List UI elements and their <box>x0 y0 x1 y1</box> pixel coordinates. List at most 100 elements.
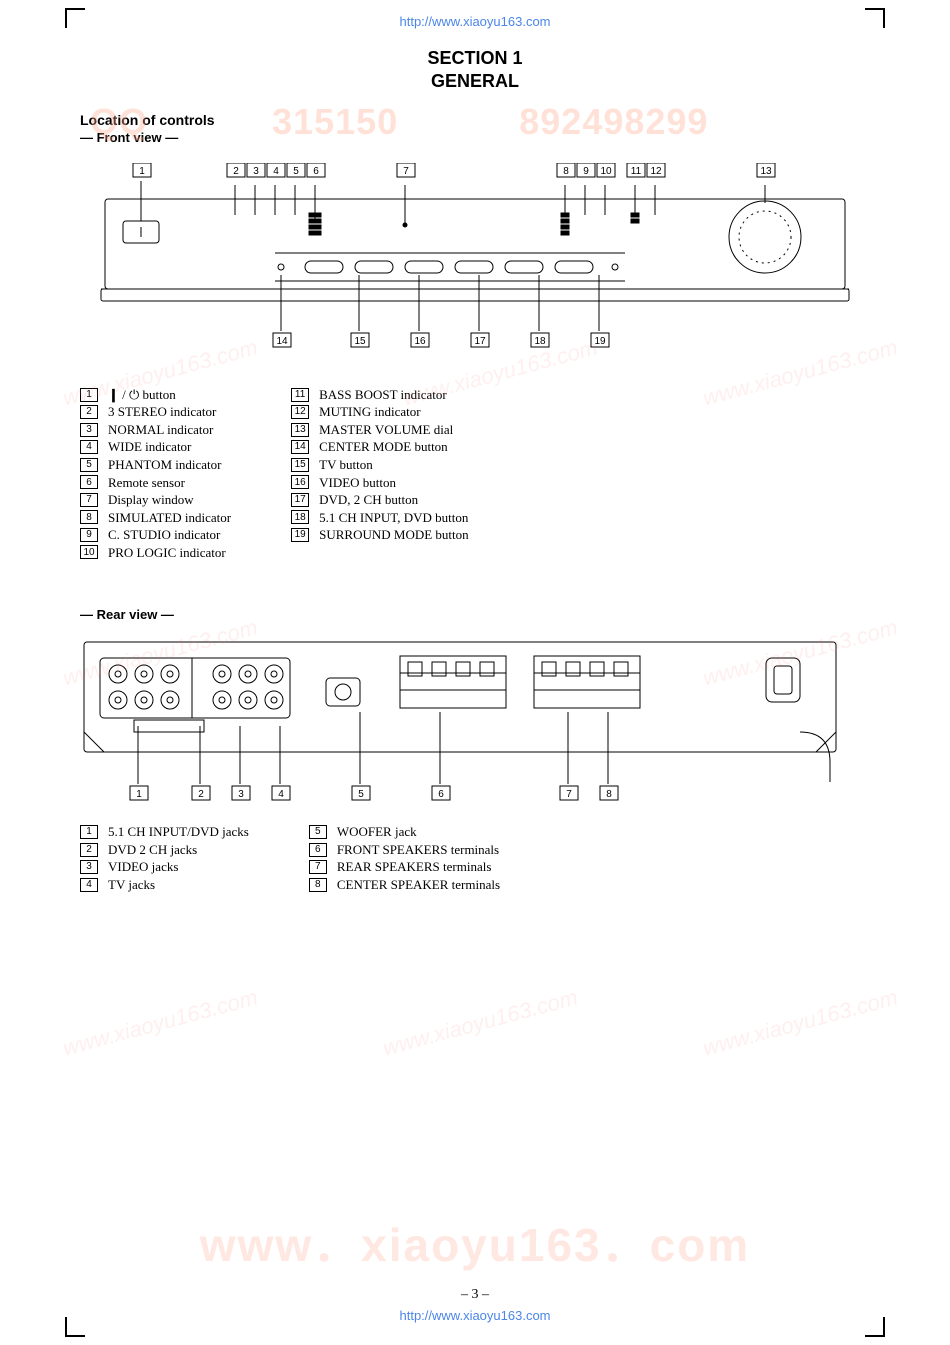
svg-text:1: 1 <box>136 789 142 800</box>
section-line1: SECTION 1 <box>80 47 870 70</box>
svg-text:18: 18 <box>534 336 546 347</box>
legend-row: 15 TV button <box>291 456 469 474</box>
legend-row: 4 TV jacks <box>80 876 249 894</box>
callout-box: 7 <box>80 493 98 507</box>
legend-row: 7 REAR SPEAKERS terminals <box>309 858 500 876</box>
callout-box: 13 <box>291 423 309 437</box>
watermark-pink: www.xiaoyu163.com <box>380 984 580 1061</box>
legend-row: 3 VIDEO jacks <box>80 858 249 876</box>
watermark-pink: www.xiaoyu163.com <box>700 984 900 1061</box>
svg-text:2: 2 <box>233 166 239 177</box>
callout-box: 1 <box>80 825 98 839</box>
legend-text: 5.1 CH INPUT, DVD button <box>319 509 468 527</box>
callout-box: 6 <box>309 843 327 857</box>
svg-text:4: 4 <box>278 789 284 800</box>
legend-row: 14CENTER MODE button <box>291 438 469 456</box>
callout-box: 15 <box>291 458 309 472</box>
section-title: SECTION 1 GENERAL <box>80 47 870 94</box>
callout-box: 10 <box>80 545 98 559</box>
legend-row: 13 MASTER VOLUME dial <box>291 421 469 439</box>
svg-text:9: 9 <box>583 166 589 177</box>
svg-text:12: 12 <box>650 166 662 177</box>
legend-row: 23 STEREO indicator <box>80 403 231 421</box>
callout-box: 4 <box>80 878 98 892</box>
legend-text: PRO LOGIC indicator <box>108 544 226 562</box>
legend-text: WOOFER jack <box>337 823 417 841</box>
legend-row: 3 NORMAL indicator <box>80 421 231 439</box>
legend-text: ❙ / ⏻ button <box>108 386 176 404</box>
rear-view-diagram: 12345678 <box>80 636 840 806</box>
legend-text: FRONT SPEAKERS terminals <box>337 841 499 859</box>
legend-row: 11 BASS BOOST indicator <box>291 386 469 404</box>
svg-text:16: 16 <box>414 336 426 347</box>
svg-text:11: 11 <box>631 166 642 177</box>
legend-row: 1 5.1 CH INPUT/DVD jacks <box>80 823 249 841</box>
callout-box: 3 <box>80 860 98 874</box>
legend-text: Remote sensor <box>108 474 185 492</box>
legend-row: 185.1 CH INPUT, DVD button <box>291 509 469 527</box>
callout-box: 6 <box>80 475 98 489</box>
svg-text:7: 7 <box>403 166 409 177</box>
legend-text: MASTER VOLUME dial <box>319 421 453 439</box>
legend-text: DVD 2 CH jacks <box>108 841 197 859</box>
legend-text: PHANTOM indicator <box>108 456 222 474</box>
legend-row: 9C. STUDIO indicator <box>80 526 231 544</box>
legend-text: REAR SPEAKERS terminals <box>337 858 492 876</box>
callout-box: 12 <box>291 405 309 419</box>
svg-text:19: 19 <box>594 336 606 347</box>
watermark-top: QQ xx 315150 892498299 <box>90 101 708 143</box>
svg-text:15: 15 <box>354 336 366 347</box>
svg-text:8: 8 <box>563 166 569 177</box>
callout-box: 19 <box>291 528 309 542</box>
callout-box: 7 <box>309 860 327 874</box>
front-legend: 1 ❙ / ⏻ button23 STEREO indicator 3 NORMAL … <box>80 386 870 561</box>
watermark-pink: www.xiaoyu163.com <box>60 984 260 1061</box>
svg-text:3: 3 <box>238 789 244 800</box>
svg-text:13: 13 <box>760 166 772 177</box>
page-number: – 3 – <box>0 1287 950 1303</box>
callout-box: 16 <box>291 475 309 489</box>
legend-row: 16VIDEO button <box>291 474 469 492</box>
legend-row: 17 DVD, 2 CH button <box>291 491 469 509</box>
url-top: http://www.xiaoyu163.com <box>80 14 870 29</box>
rear-view-subhead: — Rear view — <box>80 607 870 622</box>
rear-legend: 1 5.1 CH INPUT/DVD jacks2DVD 2 CH jacks3V… <box>80 823 870 893</box>
callout-box: 3 <box>80 423 98 437</box>
svg-text:7: 7 <box>566 789 572 800</box>
legend-row: 8SIMULATED indicator <box>80 509 231 527</box>
legend-text: CENTER SPEAKER terminals <box>337 876 500 894</box>
legend-text: TV button <box>319 456 373 474</box>
legend-text: TV jacks <box>108 876 155 894</box>
callout-box: 11 <box>291 388 309 402</box>
svg-text:3: 3 <box>253 166 259 177</box>
legend-row: 19SURROUND MODE button <box>291 526 469 544</box>
watermark-bottom-large: www．xiaoyu163．com <box>0 1209 950 1275</box>
legend-row: 10 PRO LOGIC indicator <box>80 544 231 562</box>
callout-box: 8 <box>80 510 98 524</box>
legend-text: VIDEO jacks <box>108 858 178 876</box>
legend-text: 5.1 CH INPUT/DVD jacks <box>108 823 249 841</box>
svg-text:17: 17 <box>474 336 486 347</box>
legend-row: 1 ❙ / ⏻ button <box>80 386 231 404</box>
legend-text: NORMAL indicator <box>108 421 213 439</box>
legend-row: 6 FRONT SPEAKERS terminals <box>309 841 500 859</box>
svg-text:6: 6 <box>313 166 319 177</box>
legend-row: 5WOOFER jack <box>309 823 500 841</box>
callout-box: 5 <box>80 458 98 472</box>
callout-box: 17 <box>291 493 309 507</box>
svg-text:5: 5 <box>293 166 299 177</box>
legend-text: CENTER MODE button <box>319 438 448 456</box>
legend-text: MUTING indicator <box>319 403 420 421</box>
legend-text: 3 STEREO indicator <box>108 403 216 421</box>
legend-row: 2DVD 2 CH jacks <box>80 841 249 859</box>
callout-box: 1 <box>80 388 98 402</box>
svg-text:6: 6 <box>438 789 444 800</box>
callout-box: 4 <box>80 440 98 454</box>
section-line2: GENERAL <box>80 70 870 93</box>
legend-row: 6 Remote sensor <box>80 474 231 492</box>
svg-text:8: 8 <box>606 789 612 800</box>
legend-text: BASS BOOST indicator <box>319 386 447 404</box>
legend-text: DVD, 2 CH button <box>319 491 418 509</box>
legend-text: Display window <box>108 491 194 509</box>
svg-text:14: 14 <box>276 336 288 347</box>
